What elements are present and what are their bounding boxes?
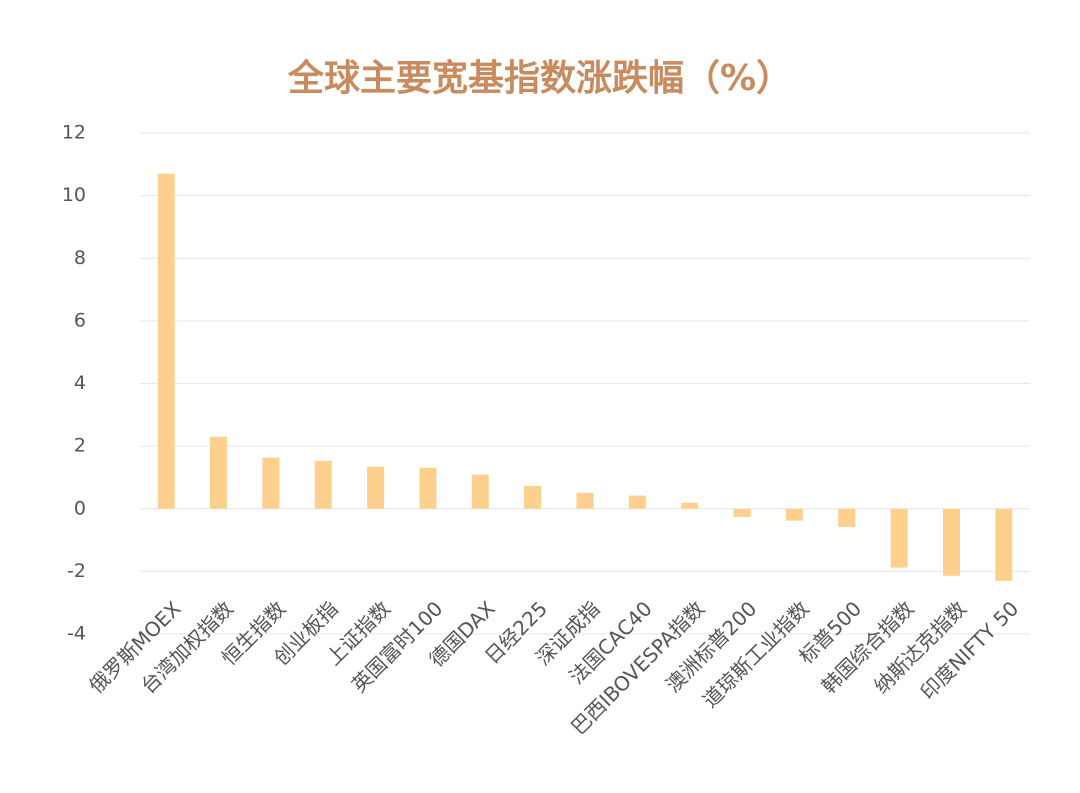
bar xyxy=(890,508,908,568)
bar xyxy=(681,502,699,509)
bar xyxy=(785,508,803,521)
y-tick-label: 4 xyxy=(74,372,86,394)
bar xyxy=(628,495,646,509)
bar xyxy=(942,508,960,576)
bar xyxy=(314,460,332,509)
bar xyxy=(838,508,856,527)
y-tick-label: 12 xyxy=(62,122,86,144)
bar xyxy=(995,508,1013,581)
y-tick-label: 6 xyxy=(74,309,86,331)
bar xyxy=(262,457,280,509)
y-tick-label: 2 xyxy=(74,435,86,457)
y-tick-label: 8 xyxy=(74,247,86,269)
y-tick-label: -4 xyxy=(67,623,86,645)
bar xyxy=(367,466,385,509)
bar xyxy=(210,436,228,509)
y-tick-label: -2 xyxy=(67,560,86,582)
bar xyxy=(471,474,489,509)
y-tick-label: 10 xyxy=(62,184,86,206)
bar xyxy=(524,485,542,509)
bar xyxy=(419,467,437,509)
chart-title: 全球主要宽基指数涨跌幅（%） xyxy=(287,57,792,99)
bar xyxy=(157,173,175,509)
y-tick-label: 0 xyxy=(74,497,86,519)
bar xyxy=(576,492,594,509)
bar xyxy=(733,508,751,517)
